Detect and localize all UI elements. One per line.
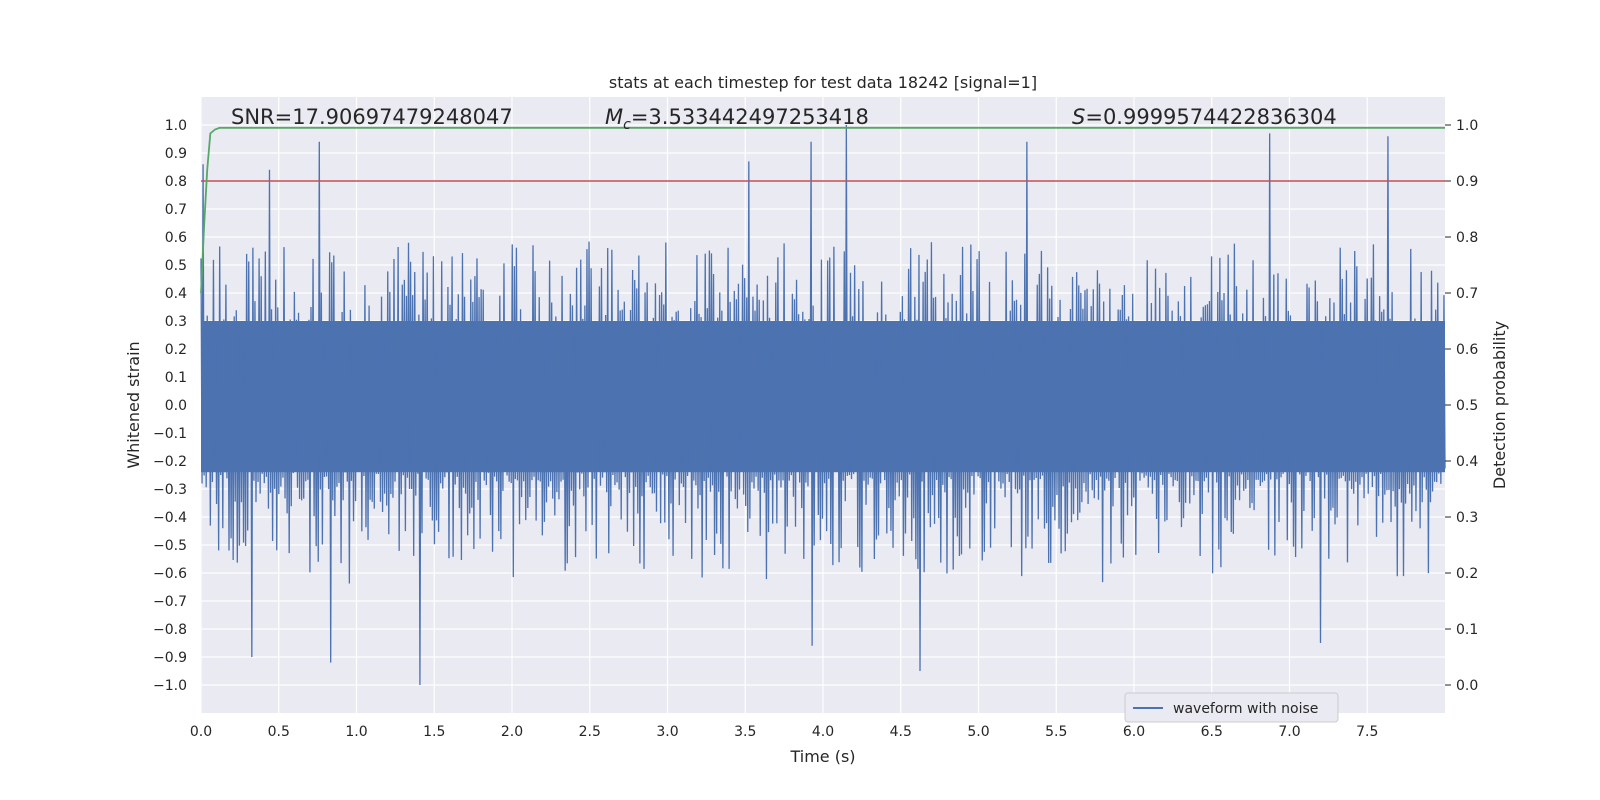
y-tick-label: −0.8 [153, 622, 187, 638]
chirp-mass-symbol: M [605, 105, 623, 129]
y2-tick-label: 0.6 [1456, 342, 1478, 358]
y-tick-label: 0.2 [165, 342, 187, 358]
y-tick-label: 0.8 [165, 174, 187, 190]
y2-tick-label: 0.3 [1456, 510, 1478, 526]
x-tick-label: 2.5 [579, 724, 601, 740]
probability-series [200, 126, 1445, 294]
y-tick-label: 0.0 [165, 398, 187, 414]
y-tick-label: −0.4 [153, 510, 187, 526]
x-tick-label: 0.5 [268, 724, 290, 740]
score-value: =0.9999574422836304 [1085, 105, 1336, 129]
chart-title: stats at each timestep for test data 182… [609, 73, 1037, 92]
y2-tick-label: 0.0 [1456, 678, 1478, 694]
x-tick-label: 5.5 [1045, 724, 1067, 740]
y-tick-label: 0.3 [165, 314, 187, 330]
chirp-mass-subscript: c [623, 117, 631, 133]
waveform-line [200, 124, 1446, 686]
x-axis-title: Time (s) [789, 747, 855, 766]
score-annotation: S=0.9999574422836304 [1072, 105, 1337, 129]
y2-tick-label: 0.5 [1456, 398, 1478, 414]
x-tick-label: 1.5 [423, 724, 445, 740]
y-tick-label: 0.7 [165, 202, 187, 218]
y2-tick-label: 1.0 [1456, 118, 1478, 134]
y-tick-label: −0.5 [153, 538, 187, 554]
y-tick-label: −0.9 [153, 650, 187, 666]
x-tick-label: 5.0 [967, 724, 989, 740]
y-tick-label: 0.6 [165, 230, 187, 246]
x-tick-label: 3.5 [734, 724, 756, 740]
y-tick-label: 1.0 [165, 118, 187, 134]
x-tick-label: 7.5 [1356, 724, 1378, 740]
chirp-mass-annotation: Mc=3.533442497253418 [605, 105, 869, 133]
snr-annotation: SNR=17.90697479248047 [231, 105, 513, 129]
legend-box [1124, 692, 1339, 723]
x-tick-label: 2.0 [501, 724, 523, 740]
y-tick-label: 0.5 [165, 258, 187, 274]
y-axis-title: Whitened strain [124, 341, 143, 468]
x-tick-label: 1.0 [345, 724, 367, 740]
x-tick-label: 4.5 [890, 724, 912, 740]
y-tick-label: −0.2 [153, 454, 187, 470]
x-tick-label: 7.0 [1278, 724, 1300, 740]
y-tick-label: −0.6 [153, 566, 187, 582]
legend-label: waveform with noise [1173, 701, 1318, 717]
waveform-series [200, 124, 1446, 686]
y-tick-label: 0.9 [165, 146, 187, 162]
axes: 0.0 0.5 1.0 1.5 2.0 2.5 3.0 3.5 4.0 4.5 5.0 5.5 6.0 6… [153, 118, 1478, 740]
y-tick-label: −1.0 [153, 678, 187, 694]
y-tick-label: −0.3 [153, 482, 187, 498]
y2-tick-label: 0.2 [1456, 566, 1478, 582]
legend: waveform with noise [1124, 692, 1339, 723]
x-tick-label: 6.0 [1123, 724, 1145, 740]
y-tick-label: 0.4 [165, 286, 187, 302]
y2-tick-label: 0.7 [1456, 286, 1478, 302]
y2-tick-label: 0.8 [1456, 230, 1478, 246]
x-tick-label: 6.5 [1201, 724, 1223, 740]
x-tick-label: 4.0 [812, 724, 834, 740]
x-tick-label: 3.0 [656, 724, 678, 740]
y-tick-label: 0.1 [165, 370, 187, 386]
score-symbol: S [1072, 105, 1085, 129]
detection-probability-line [200, 126, 1445, 294]
y2-axis-title: Detection probability [1490, 321, 1509, 489]
y2-tick-label: 0.9 [1456, 174, 1478, 190]
y-tick-label: −0.1 [153, 426, 187, 442]
y-tick-label: −0.7 [153, 594, 187, 610]
y2-tick-label: 0.1 [1456, 622, 1478, 638]
y2-tick-label: 0.4 [1456, 454, 1478, 470]
chirp-mass-value: =3.533442497253418 [631, 105, 869, 129]
x-tick-label: 0.0 [190, 724, 212, 740]
